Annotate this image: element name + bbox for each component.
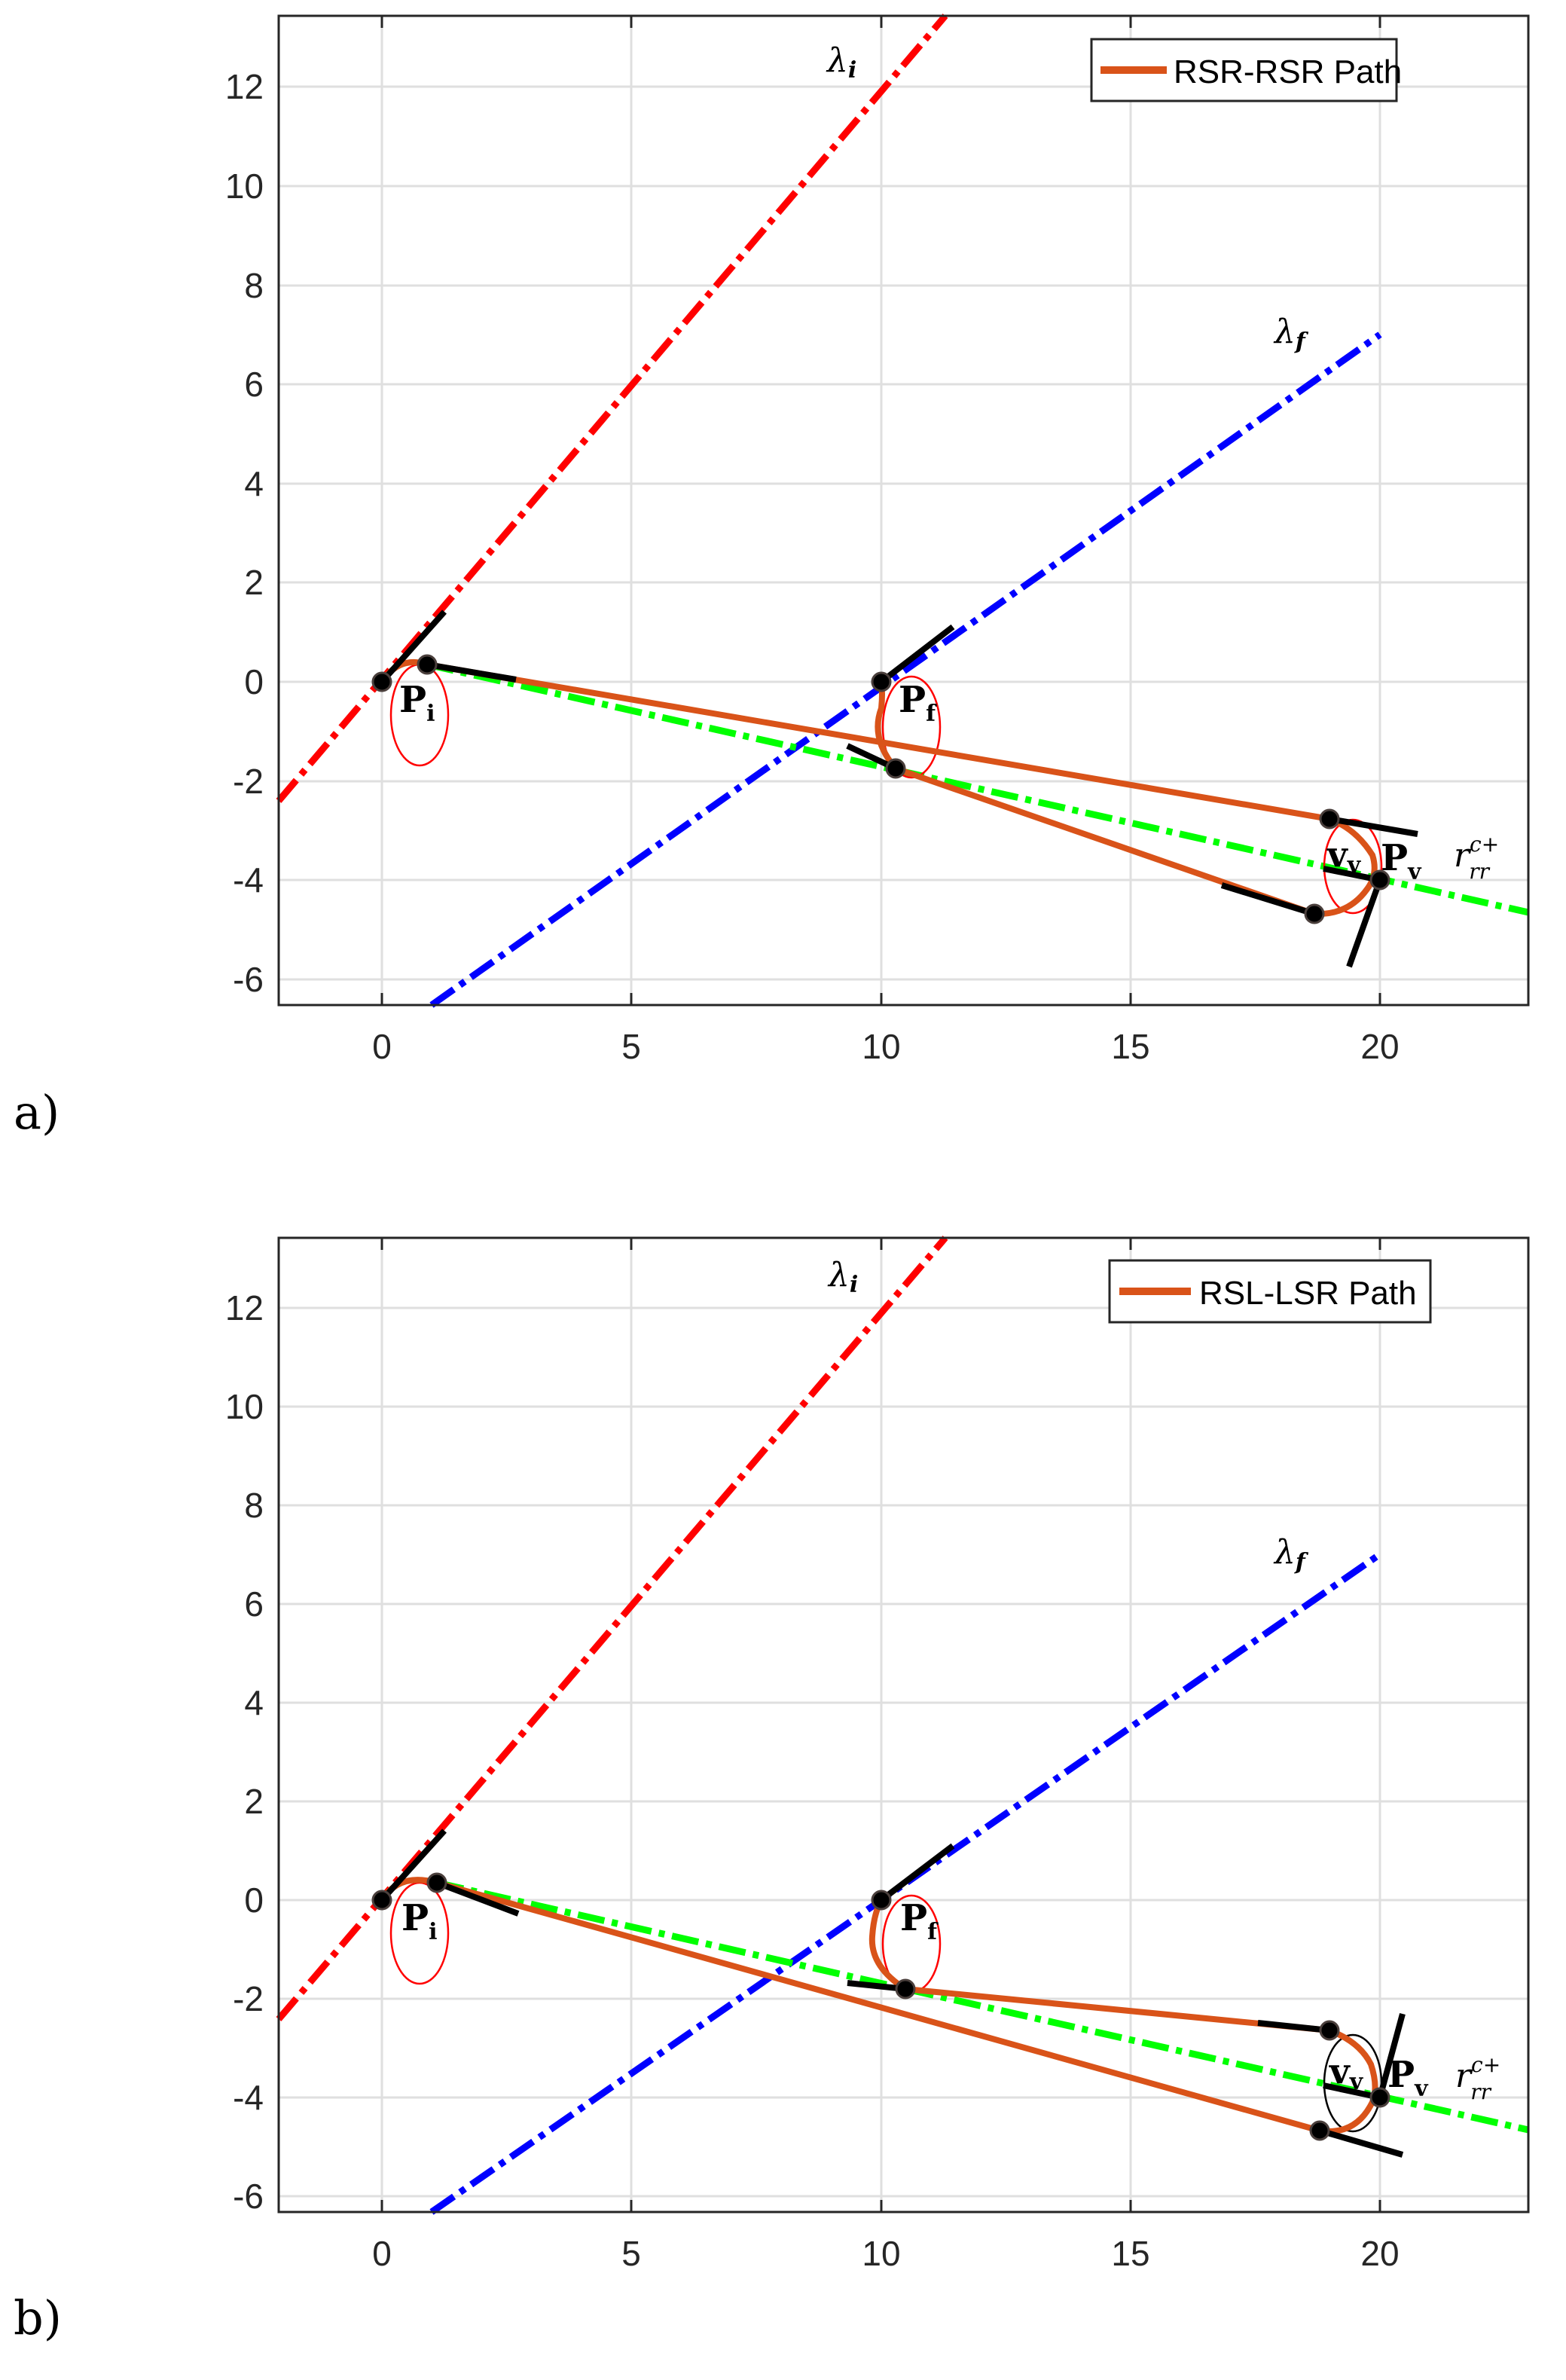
svg-text:RSL-LSR Path: RSL-LSR Path (1199, 1275, 1417, 1312)
legend: RSL-LSR Path (1108, 1259, 1432, 1324)
turn-circle-f (881, 675, 942, 779)
svg-text:8: 8 (244, 266, 264, 305)
svg-text:12: 12 (225, 1288, 264, 1327)
panel-a: λi λf Pi Pf vv Pv rc+ rr 12 10 8 6 4 2 0 … (14, 14, 1530, 1140)
svg-text:4: 4 (244, 1683, 264, 1722)
svg-text:8: 8 (244, 1486, 264, 1525)
svg-text:-6: -6 (233, 2177, 264, 2216)
svg-text:12: 12 (225, 67, 264, 106)
axis-ticks (380, 16, 1381, 1005)
svg-text:-2: -2 (233, 1979, 264, 2018)
waypoints (371, 654, 1390, 924)
grid (279, 16, 1528, 1005)
svg-text:10: 10 (862, 1027, 900, 1066)
panel-label-a: a) (14, 1085, 60, 1140)
svg-text:-4: -4 (233, 860, 264, 900)
lambda-f-label: λf (1273, 313, 1309, 355)
svg-text:-6: -6 (233, 960, 264, 999)
x-tick-labels: 0 5 10 15 20 (372, 2234, 1399, 2273)
panel-label-b: b) (14, 2290, 62, 2345)
v-v-label: vv (1326, 834, 1362, 878)
lambda-i-label: λi (827, 1256, 858, 1298)
p-v-label: Pv (1387, 2054, 1429, 2102)
r-rr-label: rc+ rr (1455, 2052, 1500, 2104)
lambda-f-line (429, 331, 1382, 1008)
svg-text:4: 4 (244, 464, 264, 503)
axis-ticks (380, 1238, 1381, 2212)
rsr-rsr-path (379, 658, 1378, 918)
svg-text:20: 20 (1360, 2234, 1399, 2273)
svg-text:10: 10 (862, 2234, 900, 2273)
x-tick-labels: 0 5 10 15 20 (372, 1027, 1399, 1066)
waypoints (371, 1872, 1390, 2141)
plot-b: λi λf Pi Pf vv Pv rc+ rr 12 10 8 6 4 2 0 … (225, 1236, 1530, 2273)
p-i-label: Pi (401, 1897, 438, 1945)
p-v-label: Pv (1381, 837, 1422, 885)
legend: RSR-RSR Path (1090, 38, 1402, 102)
svg-text:-2: -2 (233, 762, 264, 801)
svg-text:5: 5 (621, 1027, 641, 1066)
heading-segments (380, 1829, 1406, 2158)
svg-text:RSR-RSR Path: RSR-RSR Path (1174, 53, 1402, 90)
rsl-lsr-path (379, 1877, 1378, 2134)
lambda-f-label: λf (1273, 1533, 1309, 1575)
svg-text:10: 10 (225, 1387, 264, 1426)
svg-text:0: 0 (244, 1880, 264, 1920)
svg-text:20: 20 (1360, 1027, 1399, 1066)
svg-text:0: 0 (372, 1027, 392, 1066)
svg-text:10: 10 (225, 167, 264, 206)
panel-b: λi λf Pi Pf vv Pv rc+ rr 12 10 8 6 4 2 0 … (0, 1221, 1566, 2380)
p-f-label: Pf (900, 1897, 939, 1945)
svg-text:0: 0 (372, 2234, 392, 2273)
heading-segments (380, 610, 1418, 968)
plot-a: λi λf Pi Pf vv Pv rc+ rr 12 10 8 6 4 2 0 … (225, 14, 1530, 1066)
axes-box (277, 14, 1530, 1007)
svg-text:-4: -4 (233, 2078, 264, 2117)
svg-text:5: 5 (621, 2234, 641, 2273)
svg-text:6: 6 (244, 1584, 264, 1624)
r-rr-label: rc+ rr (1454, 832, 1499, 884)
p-f-label: Pf (899, 679, 937, 727)
axes-box (277, 1236, 1530, 2213)
svg-text:2: 2 (244, 563, 264, 602)
svg-text:2: 2 (244, 1782, 264, 1821)
v-v-label: vv (1329, 2051, 1364, 2095)
y-tick-labels: 12 10 8 6 4 2 0 -2 -4 -6 (225, 1288, 264, 2216)
svg-text:0: 0 (244, 662, 264, 701)
lambda-i-label: λi (826, 41, 856, 84)
p-i-label: Pi (399, 679, 435, 727)
svg-text:6: 6 (244, 365, 264, 404)
y-tick-labels: 12 10 8 6 4 2 0 -2 -4 -6 (225, 67, 264, 999)
svg-text:15: 15 (1111, 1027, 1149, 1066)
svg-text:15: 15 (1111, 2234, 1149, 2273)
